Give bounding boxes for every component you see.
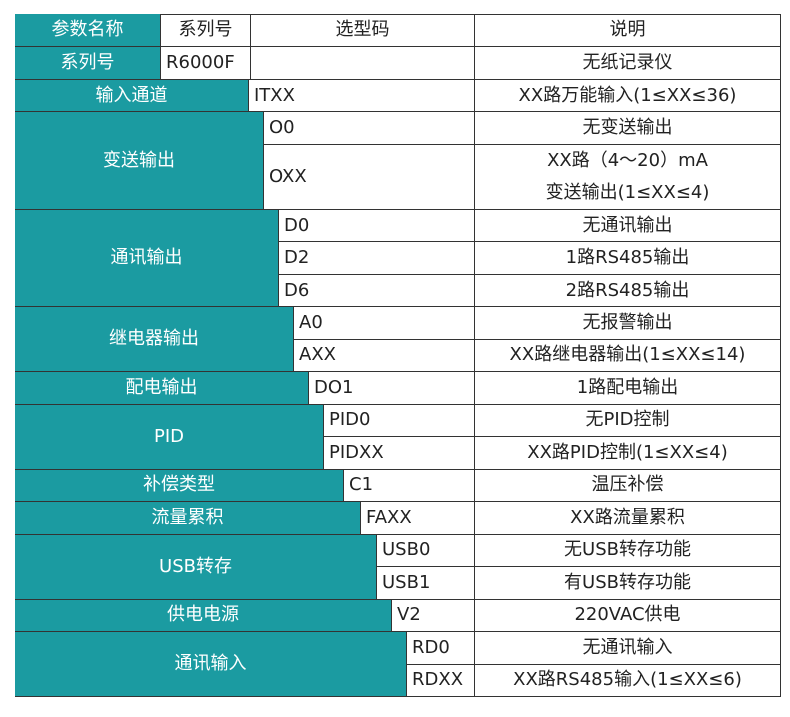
description-cell: 2路RS485输出 [475,274,781,308]
code-cell: DO1 [309,372,475,405]
param-cell: PID [15,404,324,470]
code-cell: PID0 [324,404,475,438]
series-param: 系列号 [15,47,161,80]
code-cell: PIDXX [324,437,475,470]
description-cell: 1路RS485输出 [475,242,781,275]
code-cell: FAXX [361,502,475,535]
description-cell: 无变送输出 [475,112,781,145]
description-cell: 无报警输出 [475,307,781,340]
description-cell: 温压补偿 [475,469,781,503]
description-cell: XX路流量累积 [475,502,781,535]
code-cell: V2 [392,599,475,633]
param-cell: 通讯输出 [15,209,279,308]
header-param: 参数名称 [15,14,161,48]
description-cell: 无USB转存功能 [475,534,781,568]
code-cell: USB1 [377,567,475,600]
description-cell: XX路PID控制(1≤XX≤4) [475,437,781,470]
code-cell: ITXX [249,79,475,113]
code-cell: D2 [279,242,475,275]
code-cell: AXX [294,339,475,373]
param-cell: USB转存 [15,534,377,600]
spec-table: 参数名称 系列号 选型码 说明 系列号 R6000F 无纸记录仪 输入通道 ITXX XX路万能输… [15,14,781,697]
param-cell: 流量累积 [15,502,361,535]
empty-cell [251,47,475,80]
series-description: 无纸记录仪 [475,47,781,80]
description-cell: 无PID控制 [475,404,781,438]
param-cell: 通讯输入 [15,632,407,697]
description-cell: 220VAC供电 [475,599,781,633]
param-cell: 供电电源 [15,599,392,633]
code-cell: D6 [279,274,475,308]
description-cell: XX路万能输入(1≤XX≤36) [475,79,781,113]
header-description: 说明 [475,14,781,48]
description-cell: 1路配电输出 [475,372,781,405]
description-cell: 有USB转存功能 [475,567,781,600]
param-cell: 配电输出 [15,372,309,405]
code-cell: RD0 [407,632,475,665]
param-cell: 变送输出 [15,112,264,210]
description-cell: 无通讯输出 [475,209,781,243]
code-cell: O0 [264,112,475,145]
param-cell: 补偿类型 [15,469,344,503]
param-cell: 输入通道 [15,79,249,113]
param-cell: 继电器输出 [15,307,294,373]
code-cell: RDXX [407,664,475,697]
code-cell: OXX [264,144,475,210]
header-code: 选型码 [251,14,475,48]
code-cell: USB0 [377,534,475,568]
description-cell: 无通讯输入 [475,632,781,665]
description-cell: XX路RS485输入(1≤XX≤6) [475,664,781,697]
header-series: 系列号 [161,14,251,48]
description-cell: XX路（4～20）mA 变送输出(1≤XX≤4) [475,144,781,210]
description-cell: XX路继电器输出(1≤XX≤14) [475,339,781,373]
code-cell: D0 [279,209,475,243]
code-cell: C1 [344,469,475,503]
series-code: R6000F [161,47,251,80]
code-cell: A0 [294,307,475,340]
